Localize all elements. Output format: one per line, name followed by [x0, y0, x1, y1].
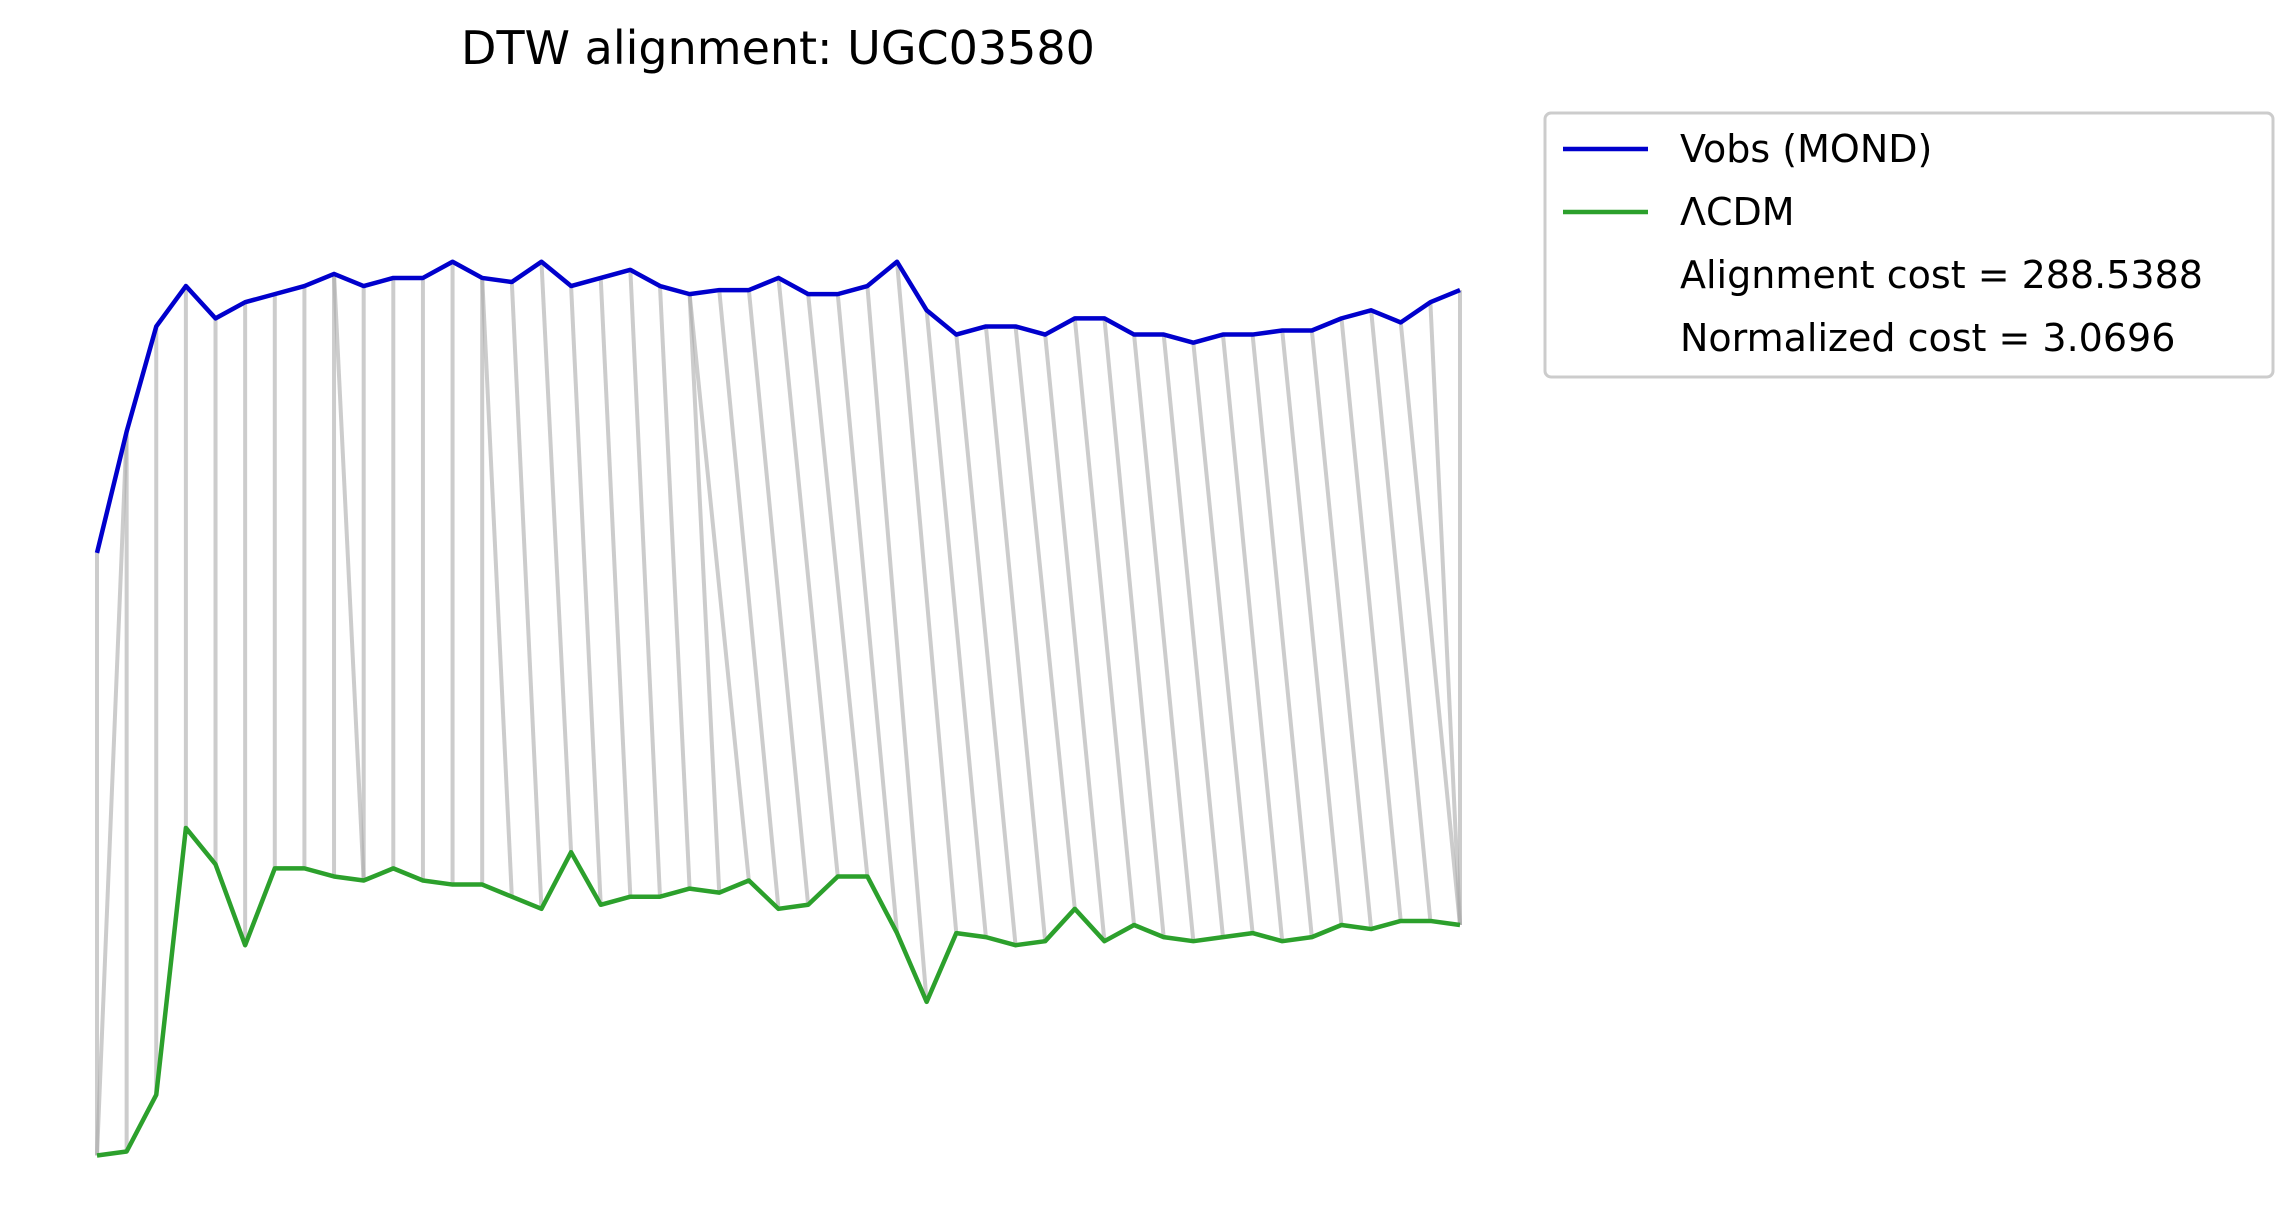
alignment-line — [835, 293, 900, 934]
alignment-line — [1339, 318, 1403, 922]
legend-alignment-cost: Alignment cost = 288.5388 — [1680, 253, 2203, 297]
legend: Vobs (MOND) ΛCDM Alignment cost = 288.53… — [1543, 111, 2275, 379]
alignment-line — [895, 261, 959, 934]
alignment-line — [480, 277, 514, 897]
alignment-line — [1072, 318, 1137, 926]
alignment-line — [1102, 318, 1166, 938]
alignment-line — [983, 326, 1048, 942]
alignment-line — [1428, 302, 1462, 926]
alignment-line — [865, 285, 929, 1003]
series-line-mond — [94, 259, 1461, 554]
alignment-line — [539, 261, 574, 853]
alignment-line — [1398, 322, 1462, 926]
alignment-line — [1132, 334, 1196, 942]
series-lines — [94, 259, 1461, 1158]
alignment-line — [687, 294, 722, 893]
series-line-lcdm — [96, 825, 1461, 1158]
alignment-line — [569, 285, 603, 905]
alignment-line — [1043, 334, 1107, 942]
chart-title: DTW alignment: UGC03580 — [461, 21, 1095, 75]
alignment-line — [954, 334, 1018, 946]
alignment-line — [806, 293, 870, 877]
alignment-lines — [95, 261, 1462, 1156]
alignment-line — [332, 273, 366, 881]
alignment-line — [1013, 326, 1077, 910]
alignment-line — [776, 277, 840, 877]
alignment-line — [746, 289, 811, 905]
alignment-line — [1369, 310, 1433, 922]
legend-label-lcdm: ΛCDM — [1680, 190, 1795, 234]
alignment-line — [1280, 330, 1344, 926]
alignment-line — [1250, 334, 1314, 938]
alignment-line — [95, 431, 129, 1156]
alignment-line — [657, 285, 692, 889]
alignment-line — [1191, 342, 1255, 934]
alignment-line — [717, 289, 781, 910]
alignment-line — [1220, 334, 1285, 942]
legend-normalized-cost: Normalized cost = 3.0696 — [1680, 316, 2175, 360]
alignment-line — [1309, 330, 1374, 930]
alignment-line — [924, 310, 988, 938]
alignment-line — [628, 269, 662, 897]
alignment-line — [1161, 334, 1225, 938]
legend-box — [1543, 111, 2275, 379]
alignment-line — [598, 277, 633, 897]
alignment-line — [509, 281, 544, 909]
legend-label-mond: Vobs (MOND) — [1680, 127, 1932, 171]
alignment-line — [687, 293, 751, 881]
